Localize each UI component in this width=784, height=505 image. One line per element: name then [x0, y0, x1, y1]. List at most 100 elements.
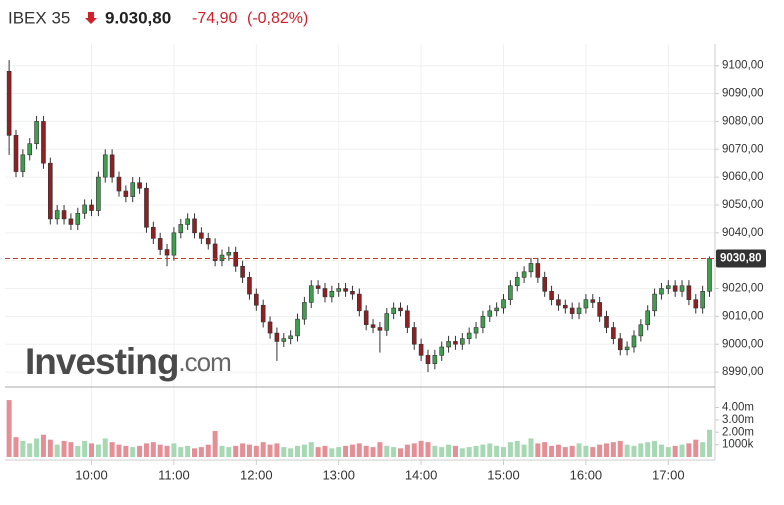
candle-body: [13, 135, 19, 172]
x-tick-label: 17:00: [652, 467, 685, 482]
volume-bar: [130, 447, 136, 457]
candle-body: [411, 327, 417, 345]
volume-tick-label: 3.00m: [722, 414, 754, 426]
volume-bar: [576, 443, 582, 457]
candle-body: [178, 224, 184, 234]
candle-body: [494, 307, 499, 312]
volume-bar: [198, 447, 204, 457]
volume-bar: [542, 442, 548, 457]
volume-tick-label: 2.00m: [722, 426, 754, 438]
candle-body: [157, 238, 163, 250]
volume-bar: [452, 445, 458, 457]
volume-bar: [665, 447, 671, 457]
candle-body: [116, 176, 122, 192]
volume-bar: [494, 445, 500, 457]
watermark-brand: Investing: [25, 341, 178, 382]
price-line-label: 9030,80: [720, 252, 762, 264]
candle-body: [473, 327, 479, 334]
x-tick-label: 14:00: [405, 467, 438, 482]
candle-body: [631, 335, 637, 348]
volume-bar: [192, 448, 198, 457]
candle-body: [123, 190, 129, 197]
candle-body: [54, 210, 60, 220]
watermark-suffix: .com: [178, 347, 230, 377]
volume-bar: [274, 443, 280, 457]
volume-bar: [233, 445, 239, 457]
candle-body: [370, 324, 376, 328]
candle-body: [439, 346, 445, 356]
candle-body: [329, 291, 335, 298]
volume-bar: [178, 447, 184, 457]
candle-body: [638, 324, 644, 337]
volume-bar: [253, 445, 259, 457]
candle-body: [686, 285, 692, 300]
candle-body: [302, 302, 307, 320]
candle-body: [260, 304, 266, 323]
volume-bar: [507, 442, 513, 457]
volume-bar: [171, 443, 177, 457]
candle-body: [583, 299, 589, 309]
chart-title: IBEX 35: [8, 8, 70, 27]
volume-tick-label: 4.00m: [722, 402, 754, 414]
candle-body: [357, 293, 362, 312]
volume-bar: [569, 445, 575, 457]
candle-body: [226, 252, 232, 256]
x-tick-label: 11:00: [158, 467, 190, 482]
volume-bar: [617, 440, 623, 457]
volume-bar: [480, 444, 486, 457]
candle-body: [192, 218, 197, 234]
volume-bar: [143, 443, 149, 457]
candle-body: [315, 285, 321, 289]
candle-body: [377, 327, 383, 331]
candle-body: [590, 299, 596, 303]
volume-bar: [343, 445, 349, 457]
candle-body: [274, 332, 280, 342]
volume-bar: [549, 445, 555, 457]
volume-bar: [20, 440, 26, 457]
volume-bar: [61, 440, 67, 457]
volume-bar: [686, 443, 692, 457]
x-tick-label: 15:00: [487, 467, 520, 482]
volume-bar: [693, 439, 699, 457]
candle-body: [460, 338, 465, 345]
down-arrow-icon: [85, 12, 97, 24]
candle-body: [151, 226, 156, 239]
candle-body: [679, 285, 685, 292]
volume-bar: [473, 445, 479, 457]
candle-body: [336, 288, 342, 292]
volume-bar: [384, 445, 390, 457]
candle-body: [466, 332, 472, 339]
candle-body: [247, 277, 252, 295]
candle-body: [480, 316, 486, 328]
candle-body: [659, 288, 664, 295]
volume-bar: [707, 429, 713, 457]
y-tick-label: 9040,00: [722, 227, 764, 239]
volume-bar: [246, 444, 252, 457]
candle-body: [405, 310, 410, 328]
volume-bar: [315, 447, 321, 457]
volume-bar: [404, 444, 410, 457]
volume-bar: [439, 447, 445, 457]
candle-body: [700, 291, 705, 309]
volume-bar: [349, 444, 355, 457]
candle-body: [501, 299, 506, 309]
y-tick-label: 9050,00: [722, 199, 764, 211]
volume-bar: [226, 447, 232, 457]
candle-body: [418, 343, 424, 356]
volume-bar: [6, 400, 12, 457]
volume-bar: [75, 445, 81, 457]
candle-body: [295, 318, 300, 337]
candle-body: [487, 310, 493, 317]
candle-body: [611, 327, 616, 339]
volume-bar: [555, 444, 561, 457]
volume-bar: [459, 448, 465, 457]
last-price: 9.030,80: [105, 8, 171, 27]
candle-body: [164, 249, 170, 256]
y-tick-label: 9000,00: [722, 338, 764, 350]
candle-body: [48, 162, 53, 220]
candle-body: [391, 307, 396, 314]
volume-bar: [583, 445, 589, 457]
candle-body: [617, 338, 623, 351]
x-tick-label: 12:00: [240, 467, 273, 482]
volume-bar: [700, 442, 706, 457]
